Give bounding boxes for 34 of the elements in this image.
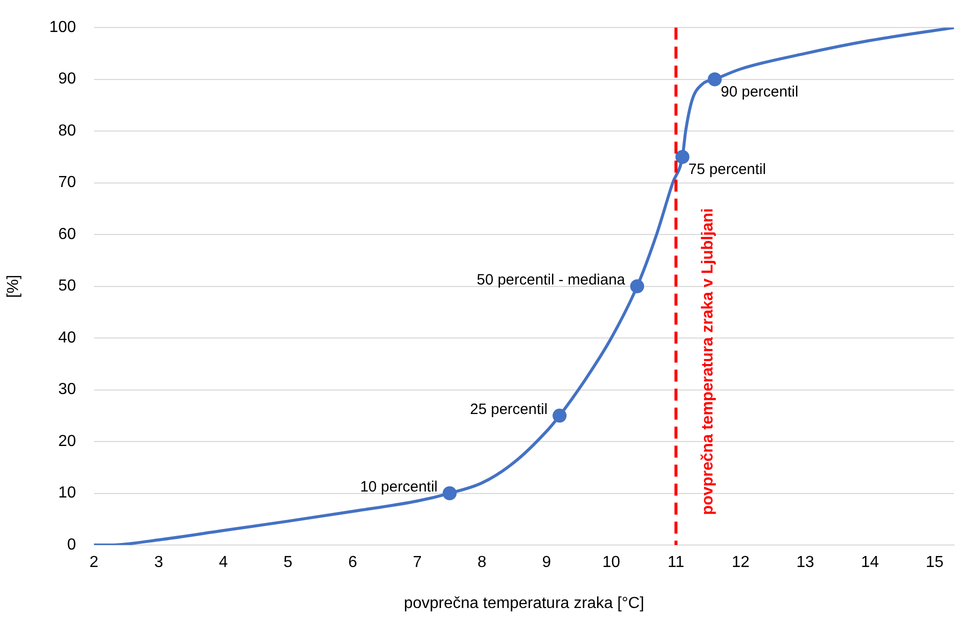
x-tick-label: 5 bbox=[284, 554, 293, 572]
y-tick-label: 90 bbox=[58, 70, 76, 88]
line-series bbox=[94, 28, 954, 545]
y-tick-label: 70 bbox=[58, 174, 76, 192]
y-tick-label: 0 bbox=[67, 536, 76, 554]
y-tick-label: 30 bbox=[58, 381, 76, 398]
y-tick-label: 40 bbox=[58, 329, 76, 346]
annotation: 25 percentil bbox=[470, 400, 548, 418]
x-tick-label: 6 bbox=[348, 554, 358, 572]
x-tick-label: 11 bbox=[668, 554, 684, 572]
x-tick-label: 8 bbox=[478, 554, 487, 572]
annotation: 75 percentil bbox=[688, 161, 766, 178]
y-tick-label: 60 bbox=[58, 226, 76, 243]
x-tick-label: 7 bbox=[412, 554, 422, 572]
x-tick-label: 12 bbox=[732, 554, 750, 572]
x-tick-label: 10 bbox=[602, 554, 620, 572]
ref-line-label: povprečna temperatura zraka v Ljubljani bbox=[699, 208, 716, 515]
y-tick-label: 100 bbox=[49, 19, 76, 36]
x-tick-label: 14 bbox=[861, 554, 879, 572]
annotation: 10 percentil bbox=[360, 478, 438, 496]
x-axis-title: povprečna temperatura zraka [°C] bbox=[404, 594, 644, 612]
y-tick-label: 80 bbox=[58, 122, 76, 140]
x-tick-label: 13 bbox=[796, 554, 814, 572]
y-tick-label: 50 bbox=[58, 278, 76, 295]
x-tick-label: 2 bbox=[90, 554, 99, 572]
annotation: 50 percentil - mediana bbox=[476, 271, 626, 288]
x-tick-label: 4 bbox=[218, 554, 228, 572]
annotation: 90 percentil bbox=[720, 83, 798, 100]
y-tick-label: 20 bbox=[58, 432, 76, 450]
x-tick-label: 3 bbox=[154, 554, 164, 572]
x-tick-label: 15 bbox=[926, 554, 944, 572]
y-tick-label: 10 bbox=[58, 484, 76, 502]
x-tick-label: 9 bbox=[542, 554, 552, 572]
y-axis-title: [%] bbox=[5, 274, 22, 298]
